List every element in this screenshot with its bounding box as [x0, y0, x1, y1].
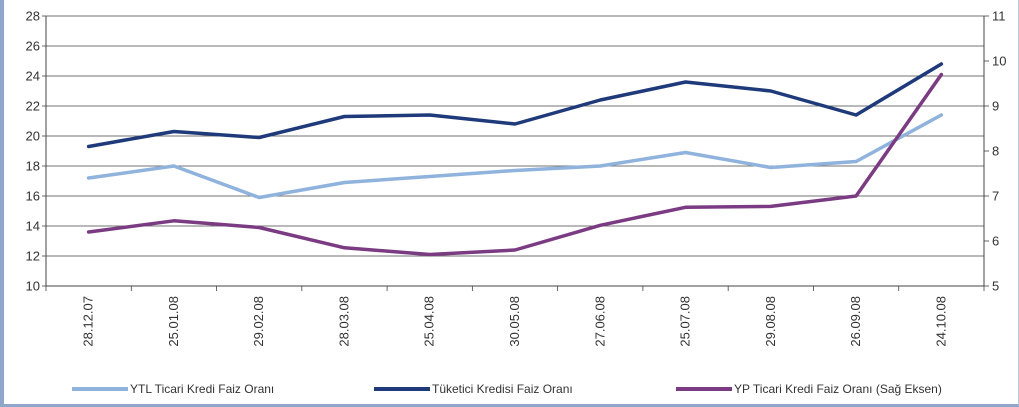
- data-point: [940, 73, 943, 76]
- data-point: [684, 151, 687, 154]
- y-left-tick-label: 16: [26, 189, 40, 204]
- data-point: [940, 113, 943, 117]
- gridlines: [46, 15, 984, 287]
- x-tick-label: 28.03.08: [336, 296, 351, 347]
- y-left-tick-label: 22: [26, 99, 40, 114]
- data-point: [769, 166, 773, 169]
- x-tick-label: 26.09.08: [848, 296, 863, 347]
- y-right-tick-label: 5: [992, 279, 999, 294]
- data-point: [343, 181, 346, 184]
- data-point: [87, 176, 90, 180]
- data-point: [769, 205, 773, 208]
- data-point: [428, 175, 431, 178]
- line-chart: 10 12 14 16 18 20 22 24 26 28 5 6 7 8 9 10 11 28.12.07 25.…: [26, 9, 1007, 397]
- data-point: [854, 113, 858, 117]
- y-left-tick-label: 18: [26, 159, 40, 174]
- x-tick-label: 25.01.08: [166, 296, 181, 347]
- y-right-tick-label: 7: [992, 189, 999, 204]
- x-tick-label: 25.07.08: [678, 296, 693, 347]
- data-point: [257, 196, 261, 199]
- data-point: [428, 113, 431, 117]
- y-right-tick-label: 10: [992, 54, 1006, 69]
- data-point: [513, 122, 517, 126]
- data-point: [854, 194, 858, 198]
- y-left-tick-label: 28: [26, 9, 40, 24]
- y-right-tick-label: 6: [992, 234, 999, 249]
- x-tick-label: 27.06.08: [592, 296, 607, 347]
- legend-label: YP Ticari Kredi Faiz Oranı (Sağ Eksen): [734, 382, 942, 396]
- series-lines: [86, 62, 944, 257]
- x-tick-label: 25.04.08: [422, 296, 437, 347]
- legend: YTL Ticari Kredi Faiz Oranı Tüketici Kred…: [72, 382, 942, 396]
- data-point: [599, 98, 602, 102]
- data-point: [599, 224, 602, 227]
- y-left-tick-label: 26: [26, 39, 40, 54]
- x-tick-label: 29.08.08: [763, 296, 778, 347]
- y-right-tick-label: 8: [992, 144, 999, 159]
- data-point: [513, 169, 517, 172]
- axes: 10 12 14 16 18 20 22 24 26 28 5 6 7 8 9 10 11 28.12.07 25.…: [26, 9, 1007, 347]
- data-point: [684, 206, 687, 209]
- legend-label: Tüketici Kredisi Faiz Oranı: [432, 382, 573, 396]
- y-left-tick-label: 10: [26, 279, 40, 294]
- y-left-tick-label: 24: [26, 69, 40, 84]
- y-left-tick-label: 20: [26, 129, 40, 144]
- data-point: [172, 164, 176, 168]
- data-point: [684, 80, 687, 84]
- data-point: [940, 62, 943, 66]
- x-tick-label: 29.02.08: [251, 296, 266, 347]
- data-point: [769, 89, 773, 93]
- x-tick-label: 28.12.07: [81, 296, 96, 347]
- y-right-tick-label: 11: [992, 9, 1006, 24]
- data-point: [428, 253, 431, 256]
- y-left-tick-label: 12: [26, 249, 40, 264]
- legend-label: YTL Ticari Kredi Faiz Oranı: [130, 382, 274, 396]
- data-point: [257, 226, 261, 229]
- data-point: [513, 248, 517, 252]
- data-point: [343, 246, 346, 249]
- data-point: [343, 115, 346, 118]
- series-line-0: [86, 113, 944, 200]
- data-point: [599, 164, 602, 168]
- x-tick-label: 30.05.08: [507, 296, 522, 347]
- data-point: [854, 160, 858, 163]
- data-point: [172, 130, 176, 133]
- data-point: [257, 136, 261, 139]
- x-tick-label: 24.10.08: [933, 296, 948, 347]
- data-point: [87, 145, 90, 148]
- data-point: [172, 219, 176, 222]
- data-point: [87, 230, 90, 234]
- y-left-tick-label: 14: [26, 219, 40, 234]
- y-right-tick-label: 9: [992, 99, 999, 114]
